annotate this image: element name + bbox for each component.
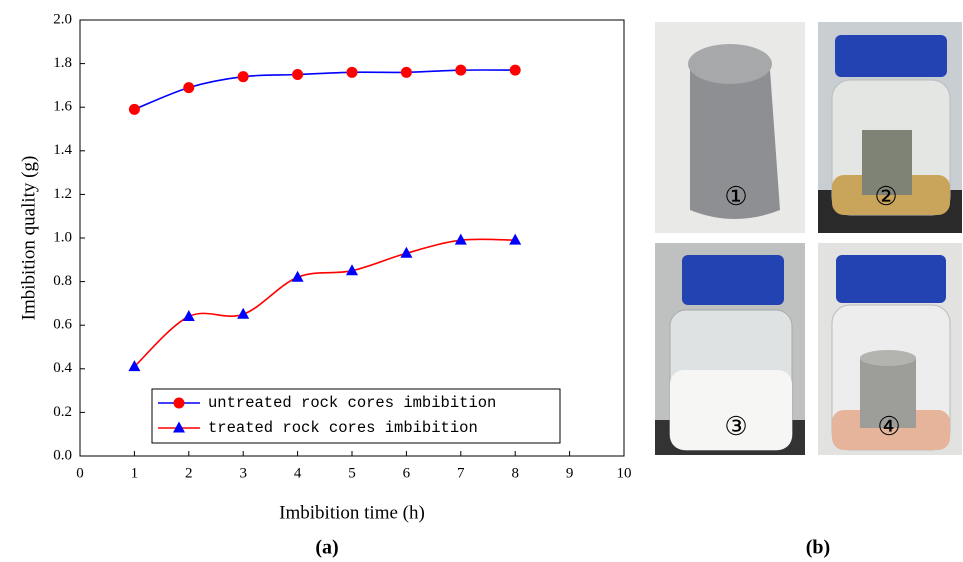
x-tick-label: 8 xyxy=(511,465,519,481)
marker xyxy=(400,246,413,258)
photo xyxy=(818,22,962,233)
y-tick-label: 1.0 xyxy=(53,229,72,245)
x-tick-label: 9 xyxy=(566,465,574,481)
y-tick-label: 0.2 xyxy=(53,404,72,420)
marker xyxy=(400,66,412,78)
marker xyxy=(509,233,522,245)
marker xyxy=(237,71,249,83)
marker xyxy=(128,103,140,115)
marker xyxy=(292,69,304,80)
x-tick-label: 0 xyxy=(76,465,84,481)
x-tick-label: 10 xyxy=(617,465,632,481)
marker xyxy=(454,233,467,245)
marker xyxy=(346,66,358,78)
caption: (a) xyxy=(315,537,338,559)
marker xyxy=(291,270,304,282)
x-tick-label: 2 xyxy=(185,465,193,481)
marker xyxy=(128,360,141,372)
photo xyxy=(655,22,805,233)
caption: (b) xyxy=(806,537,830,559)
y-axis-title: Imbibition quality (g) xyxy=(18,156,39,321)
legend-label: treated rock cores imbibition xyxy=(208,419,478,437)
x-tick-label: 7 xyxy=(457,465,465,481)
y-tick-label: 1.8 xyxy=(53,55,72,71)
marker xyxy=(173,397,185,409)
photo xyxy=(655,243,805,455)
x-tick-label: 4 xyxy=(294,465,302,481)
legend-label: untreated rock cores imbibition xyxy=(208,394,496,412)
y-tick-label: 0.8 xyxy=(53,273,72,289)
photo xyxy=(818,243,962,455)
y-tick-label: 0.6 xyxy=(53,317,72,333)
photo-label: ④ xyxy=(877,412,900,441)
marker xyxy=(455,64,467,76)
x-tick-label: 6 xyxy=(403,465,411,481)
y-tick-label: 0.4 xyxy=(53,360,72,376)
photo-label: ③ xyxy=(724,412,747,441)
x-axis-title: Imbibition time (h) xyxy=(279,502,425,523)
marker xyxy=(509,64,521,76)
y-tick-label: 0.0 xyxy=(53,447,72,463)
series-line xyxy=(133,238,516,368)
legend-box xyxy=(151,388,561,444)
y-tick-label: 1.2 xyxy=(53,186,72,202)
x-tick-label: 1 xyxy=(131,465,139,481)
marker xyxy=(346,264,358,276)
photo-label: ① xyxy=(724,182,747,211)
y-tick-label: 2.0 xyxy=(53,11,72,27)
marker xyxy=(182,309,195,321)
marker xyxy=(173,421,185,433)
marker xyxy=(237,307,250,319)
photo-label: ② xyxy=(874,182,897,211)
x-tick-label: 5 xyxy=(348,465,356,481)
y-tick-label: 1.4 xyxy=(53,142,72,158)
marker xyxy=(183,82,195,94)
y-tick-label: 1.6 xyxy=(53,99,72,115)
x-tick-label: 3 xyxy=(239,465,247,481)
